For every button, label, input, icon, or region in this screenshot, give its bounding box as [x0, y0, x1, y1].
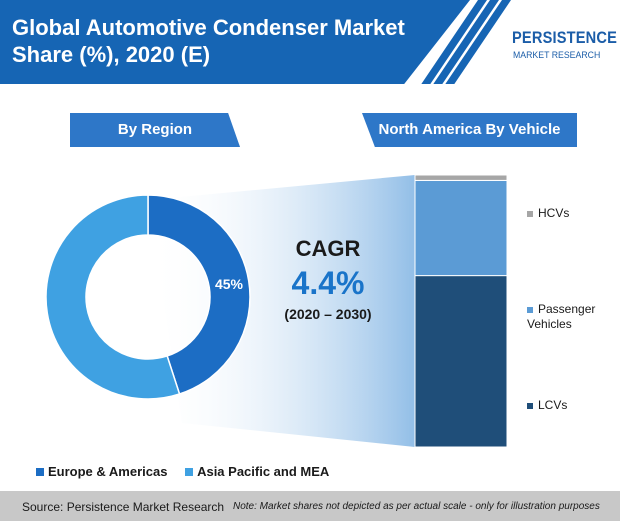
- cagr-title: CAGR: [295, 236, 361, 261]
- stacked-bar-chart: [414, 174, 508, 448]
- chart-title-line2: Share (%), 2020 (E): [12, 42, 211, 67]
- donut-chart: [45, 194, 251, 400]
- chart-title-line1: Global Automotive Condenser Market: [12, 15, 405, 40]
- vehicle-legend-hcvs: HCVs: [527, 206, 569, 221]
- legend-asia-label: Asia Pacific and MEA: [197, 464, 330, 479]
- asia-swatch: [185, 468, 194, 476]
- legend-europe-label: Europe & Americas: [48, 464, 168, 479]
- chart-title: Global Automotive Condenser Market Share…: [12, 14, 432, 68]
- persistence-logo: PERSISTENCE MARKET RESEARCH: [512, 28, 618, 76]
- note-text: Note: Market shares not depicted as per …: [233, 501, 600, 512]
- passenger-swatch: [527, 306, 533, 313]
- legend-item-europe: Europe & Americas: [36, 464, 167, 479]
- europe-swatch: [36, 468, 44, 476]
- hcvs-swatch: [527, 210, 533, 217]
- passenger-label: Passenger Vehicles: [527, 302, 596, 331]
- legend-item-asia: Asia Pacific and MEA: [185, 464, 329, 479]
- donut-data-label: 45%: [215, 276, 244, 292]
- donut-slice-europe-americas: [147, 194, 251, 395]
- bar-segment-passenger-vehicles: [414, 179, 508, 277]
- logo-main-text: PERSISTENCE: [512, 28, 618, 47]
- lcvs-swatch: [527, 402, 533, 409]
- vehicle-legend-lcvs: LCVs: [527, 398, 567, 413]
- chart-canvas: 45%: [45, 174, 508, 448]
- lcvs-label: LCVs: [538, 398, 568, 412]
- by-region-label: By Region: [70, 113, 240, 147]
- footer-bar: Source: Persistence Market Research Note…: [0, 491, 620, 521]
- region-legend: Europe & Americas Asia Pacific and MEA: [36, 464, 343, 479]
- bar-segment-hcvs: [414, 174, 508, 181]
- logo-sub-text: MARKET RESEARCH: [513, 50, 601, 61]
- bar-segment-lcvs: [414, 275, 508, 448]
- hcvs-label: HCVs: [538, 206, 570, 220]
- cagr-value: 4.4%: [291, 265, 365, 301]
- by-vehicle-label: North America By Vehicle: [362, 113, 577, 147]
- cagr-range: (2020 – 2030): [284, 306, 372, 322]
- title-banner: [0, 0, 470, 84]
- donut-slice-asia-pacific-mea: [45, 194, 181, 400]
- source-text: Source: Persistence Market Research: [22, 500, 225, 514]
- vehicle-legend-passenger: Passenger Vehicles: [527, 302, 607, 332]
